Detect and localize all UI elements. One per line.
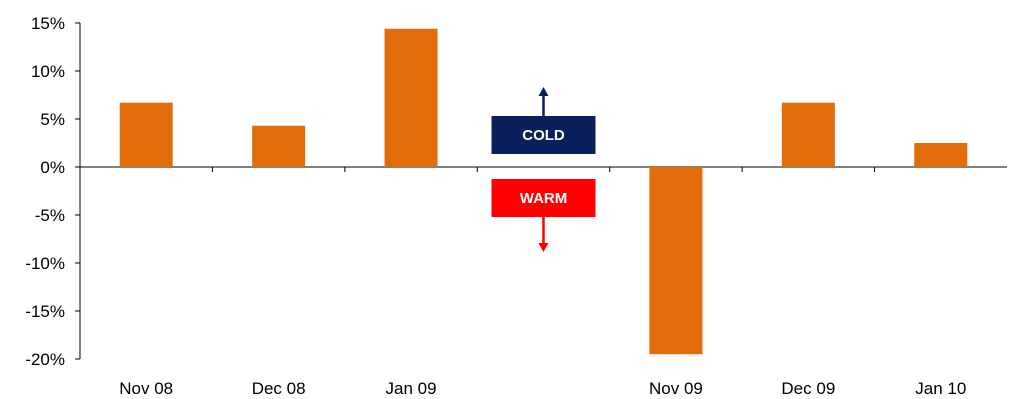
bar <box>914 143 968 167</box>
y-tick-label: 5% <box>40 110 65 129</box>
bar <box>252 125 306 167</box>
up-arrow-icon <box>538 87 549 96</box>
x-tick-label: Nov 08 <box>119 379 173 398</box>
bar <box>384 28 438 168</box>
x-tick-label: Jan 10 <box>915 379 966 398</box>
x-tick-label: Dec 08 <box>252 379 306 398</box>
annotation-box <box>491 116 596 154</box>
bar <box>649 167 703 355</box>
annotation-label: WARM <box>520 190 568 207</box>
y-tick-label: -15% <box>25 302 65 321</box>
x-tick-label: Jan 09 <box>386 379 437 398</box>
y-tick-label: 0% <box>40 158 65 177</box>
y-tick-label: -5% <box>35 206 65 225</box>
y-tick-label: -20% <box>25 350 65 369</box>
y-tick-label: -10% <box>25 254 65 273</box>
x-tick-label: Dec 09 <box>781 379 835 398</box>
cold-annotation: COLD <box>491 87 596 154</box>
annotations: COLD WARM <box>491 87 596 252</box>
bar <box>781 102 835 167</box>
down-arrow-icon <box>538 243 549 252</box>
y-tick-label: 15% <box>31 14 65 33</box>
x-axis: Nov 08 Dec 08 Jan 09 Nov 09 Dec 09 Jan 10 <box>80 166 1007 398</box>
annotation-label: COLD <box>522 127 565 144</box>
warm-annotation: WARM <box>491 179 596 252</box>
annotation-box <box>491 179 596 217</box>
bar <box>119 102 173 167</box>
y-axis: 15% 10% 5% 0% -5% -10% -15% -20% <box>25 14 81 369</box>
x-tick-label: Nov 09 <box>649 379 703 398</box>
y-tick-label: 10% <box>31 62 65 81</box>
bars <box>119 28 968 355</box>
